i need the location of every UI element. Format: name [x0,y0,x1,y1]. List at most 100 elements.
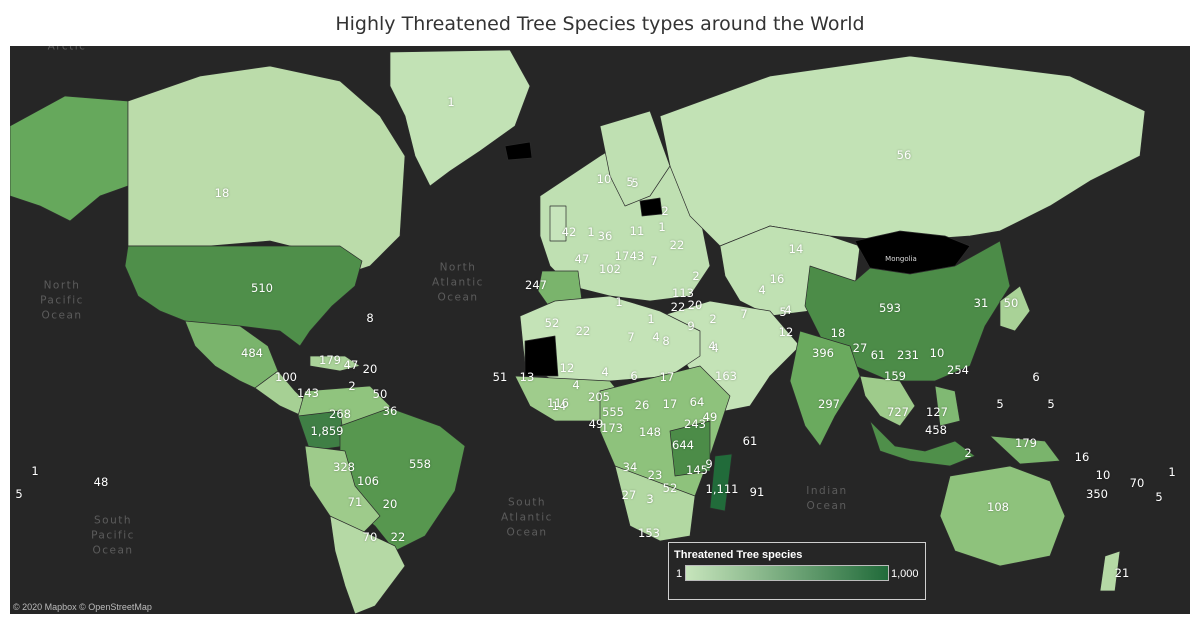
region-value-label: 47 [343,358,359,372]
region-value-label: 42 [561,225,577,239]
region-value-label: 484 [241,346,263,360]
region-value-label: 268 [329,407,351,421]
region-value-label: 91 [749,485,765,499]
region-value-label: 1 [658,220,666,234]
region-value-label: 17 [659,370,675,384]
region-value-label: 145 [686,463,708,477]
region-value-label: 5 [996,397,1004,411]
region-value-label: 16 [1074,450,1090,464]
region-value-label: 12 [778,325,794,339]
region-value-label: 458 [925,423,947,437]
region-value-label: 48 [93,475,109,489]
region-value-label: 21 [1114,566,1130,580]
region-value-label: 5 [1155,490,1163,504]
region-value-label: 148 [639,425,661,439]
region-value-label: 51 [492,370,508,384]
region-value-label: 350 [1086,487,1108,501]
region-value-label: 1,859 [310,424,344,438]
region-new-zealand [1099,550,1121,592]
region-value-label: 2 [964,446,972,460]
region-value-label: 17 [662,397,678,411]
region-value-label: 4 [711,341,719,355]
region-russia [659,55,1146,247]
region-value-label: 8 [366,311,374,325]
region-value-label: 10 [596,172,612,186]
ocean-label-north-atlantic: North Atlantic Ocean [432,261,484,304]
region-value-label: 2 [692,269,700,283]
region-value-label: 10 [1095,468,1111,482]
region-value-label: 231 [897,348,919,362]
region-western-sahara [524,335,559,377]
region-caribbean [309,355,361,372]
legend-title: Threatened Tree species [674,549,803,561]
map-credit[interactable]: © 2020 Mapbox © OpenStreetMap [13,602,152,612]
region-alaska [10,95,129,222]
region-mexico [184,320,279,389]
legend-min-label: 1 [676,568,683,580]
region-se-asia [859,375,916,427]
region-value-label: 558 [409,457,431,471]
region-value-label: 127 [926,405,948,419]
region-argentina-chile [329,515,406,614]
region-value-label: 143 [297,386,319,400]
region-value-label: 22 [390,530,406,544]
region-value-label: 1 [31,464,39,478]
region-value-label: 2 [661,204,669,218]
region-value-label: 205 [588,390,610,404]
region-value-label: 102 [599,262,621,276]
region-value-label: 153 [638,526,660,540]
region-value-label: 5 [631,176,639,190]
region-value-label: 17 [614,249,630,263]
region-value-label: 22 [575,324,591,338]
ocean-label-north-pacific: North Pacific Ocean [40,279,84,322]
region-value-label: 70 [1129,476,1145,490]
region-new-guinea [989,435,1061,465]
region-value-label: 20 [382,497,398,511]
region-value-label: 49 [702,410,718,424]
legend-gradient-bar [685,565,889,581]
region-value-label: 64 [689,395,705,409]
region-scandinavia [599,110,671,207]
region-southern-africa [614,465,696,542]
region-japan [999,285,1031,332]
region-value-label: 396 [812,346,834,360]
region-value-label: 9 [687,319,695,333]
region-value-label: 4 [758,283,766,297]
region-value-label: 4 [572,378,580,392]
world-map[interactable]: North Pacific Ocean North Atlantic Ocean… [10,46,1190,614]
region-value-label: 5 [1047,397,1055,411]
region-peru-bolivia [304,445,381,537]
region-value-label: 36 [382,404,398,418]
region-value-label: 254 [947,363,969,377]
region-usa [124,245,363,347]
region-value-label: 1 [1168,465,1176,479]
region-indonesia [869,420,976,467]
region-value-label: 1 [447,95,455,109]
region-value-label: 297 [818,397,840,411]
region-value-label: 16 [769,272,785,286]
region-madagascar [709,453,733,512]
region-value-label: 14 [788,242,804,256]
region-value-label: 50 [372,387,388,401]
region-value-label: 4 [708,339,716,353]
region-value-label: 11 [629,224,645,238]
region-value-label: 71 [347,495,363,509]
region-value-label: 1,111 [705,482,739,496]
region-value-label: 61 [742,434,758,448]
region-value-label: 27 [621,488,637,502]
land-layer [10,49,1146,614]
region-value-label: 34 [622,460,638,474]
region-value-label: 49 [588,417,604,431]
region-value-label: 2 [348,379,356,393]
region-value-label: 27 [852,341,868,355]
region-value-label: 20 [362,362,378,376]
region-canada [127,65,406,277]
region-value-label: 10 [929,346,945,360]
region-value-label: 6 [1032,370,1040,384]
region-value-label: 4 [601,365,609,379]
region-value-label: 555 [602,405,624,419]
region-value-label: 70 [362,530,378,544]
region-value-label: 12 [559,361,575,375]
region-greenland [389,49,531,187]
ocean-label-indian: Indian Ocean [806,485,848,512]
